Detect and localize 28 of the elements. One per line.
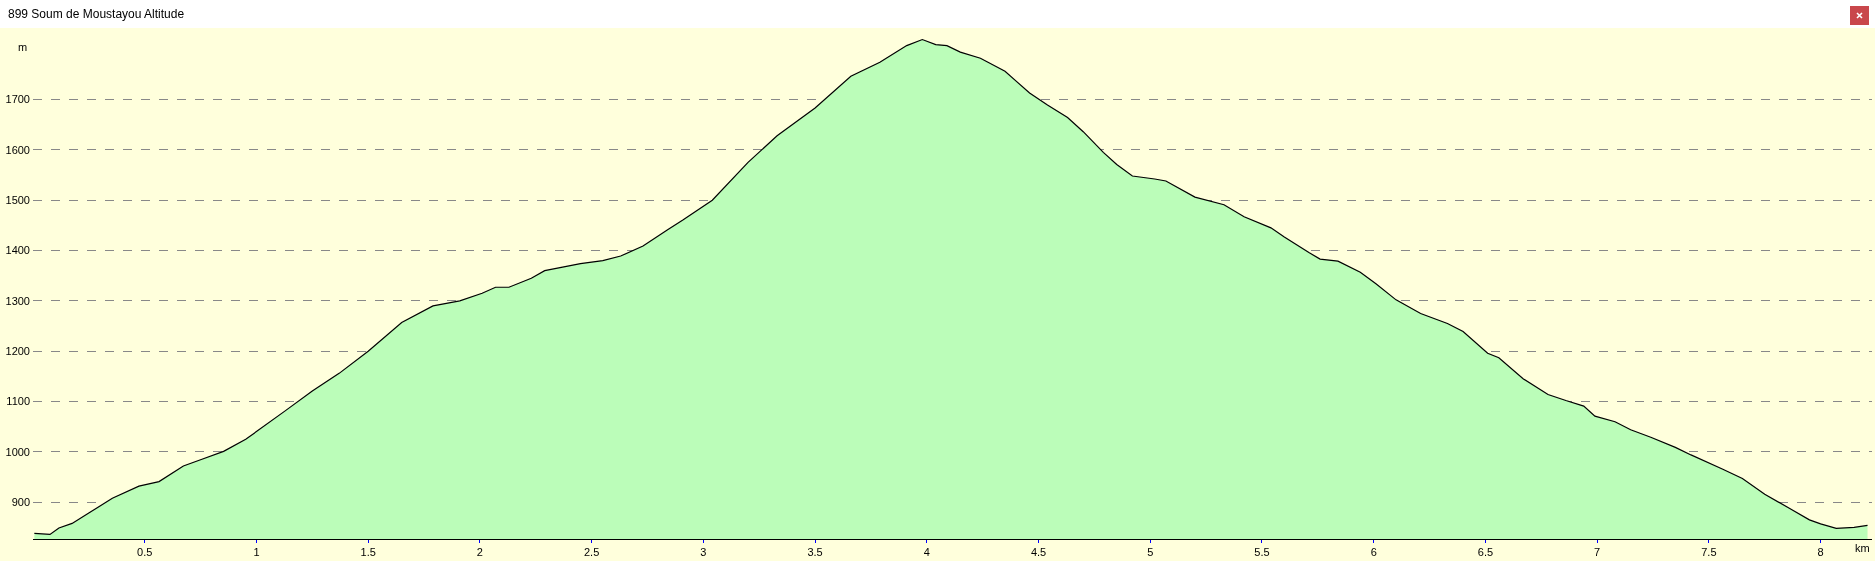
chart-title: 899 Soum de Moustayou Altitude xyxy=(8,7,185,21)
y-tick-label: 1700 xyxy=(5,93,30,106)
x-tick-label: 3.5 xyxy=(807,546,823,559)
x-tick-label: 4.5 xyxy=(1030,546,1047,559)
x-tick-label: 5 xyxy=(1147,546,1154,559)
y-tick-label: 1600 xyxy=(5,143,30,156)
x-tick-label: 4 xyxy=(923,546,930,559)
x-tick-label: 2.5 xyxy=(583,546,600,559)
x-axis-title: km xyxy=(1855,542,1870,554)
y-tick-label: 1000 xyxy=(5,445,30,458)
y-axis-title: m xyxy=(18,41,28,53)
x-tick-label: 1 xyxy=(253,546,260,559)
x-tick-label: 0.5 xyxy=(137,546,153,559)
y-tick-label: 1400 xyxy=(5,244,30,257)
y-tick-label: 1200 xyxy=(5,345,30,358)
x-tick-label: 6 xyxy=(1370,546,1377,559)
x-tick-label: 5.5 xyxy=(1254,546,1270,559)
x-tick-label: 1.5 xyxy=(360,546,376,559)
y-tick-label: 1500 xyxy=(5,194,30,207)
x-tick-label: 3 xyxy=(700,546,707,559)
x-tick-label: 6.5 xyxy=(1477,546,1494,559)
x-tick-label: 8 xyxy=(1817,546,1824,559)
y-tick-label: 1100 xyxy=(6,395,30,408)
x-tick-label: 2 xyxy=(476,546,483,559)
x-tick-label: 7 xyxy=(1594,546,1601,559)
x-tick-label: 7.5 xyxy=(1701,546,1717,559)
y-tick-label: 900 xyxy=(11,496,30,509)
y-tick-label: 1300 xyxy=(5,294,30,307)
